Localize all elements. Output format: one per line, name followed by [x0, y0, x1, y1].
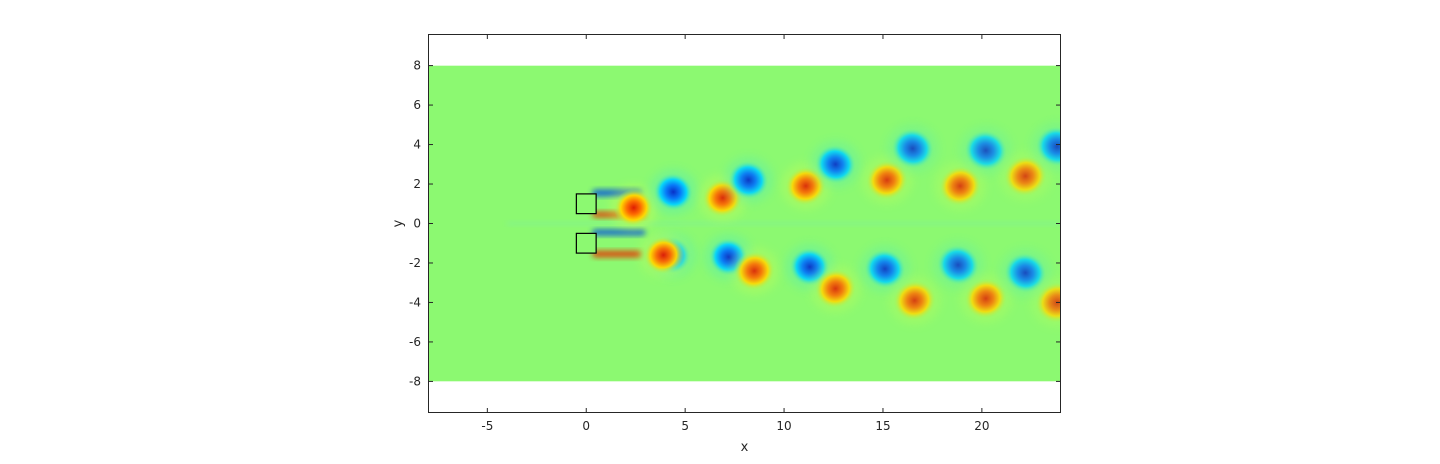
negative-vortex-20 [932, 241, 984, 289]
y-axis-ticks: -8 -6 -4 -2 0 2 4 6 8 [409, 59, 1061, 388]
y-tick-label: 8 [413, 59, 421, 73]
positive-vortex-13 [640, 233, 687, 278]
shear-layer-3 [592, 250, 642, 258]
y-tick-label: 4 [413, 138, 421, 152]
y-tick-label: -6 [409, 335, 421, 349]
vortex-layer [610, 122, 1061, 327]
x-tick-label: 10 [776, 419, 791, 433]
negative-vortex-18 [860, 245, 910, 293]
positive-vortex-15 [730, 248, 779, 294]
y-axis-label: y [391, 219, 406, 227]
negative-vortex-3 [724, 157, 773, 203]
positive-vortex-17 [811, 265, 860, 312]
x-axis-ticks: -5 0 5 10 15 20 [481, 34, 990, 433]
x-tick-label: 5 [681, 419, 689, 433]
centerline-wake [507, 221, 1061, 226]
y-tick-label: -4 [409, 295, 421, 309]
positive-vortex-0 [610, 185, 657, 230]
positive-vortex-21 [960, 275, 1011, 322]
x-axis-label: x [741, 440, 749, 455]
positive-vortex-8 [935, 162, 986, 210]
y-tick-label: 0 [413, 217, 421, 231]
square-cylinder-0 [575, 193, 597, 215]
vorticity-field [428, 65, 1061, 382]
negative-vortex-9 [960, 126, 1012, 175]
negative-vortex-1 [649, 169, 697, 215]
x-tick-label: -5 [481, 419, 493, 433]
x-tick-label: 20 [974, 419, 989, 433]
y-tick-label: -2 [409, 256, 421, 270]
positive-vortex-19 [889, 277, 940, 324]
y-tick-label: 2 [413, 177, 421, 191]
y-tick-label: 6 [413, 98, 421, 112]
shear-layer-2 [592, 229, 646, 236]
positive-vortex-10 [1000, 152, 1051, 200]
negative-vortex-11 [1031, 122, 1061, 171]
y-tick-label: -8 [409, 374, 421, 388]
negative-vortex-5 [811, 141, 860, 188]
x-tick-label: 0 [582, 419, 590, 433]
square-cylinder-1 [575, 232, 597, 254]
obstacle-layer [575, 193, 597, 254]
x-tick-label: 15 [875, 419, 890, 433]
negative-vortex-7 [887, 124, 938, 173]
negative-vortex-22 [1000, 249, 1051, 297]
